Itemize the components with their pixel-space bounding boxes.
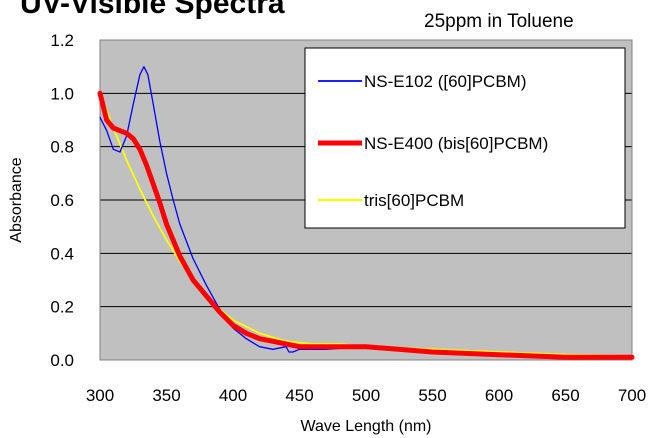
series-line-0 bbox=[99, 66, 633, 358]
legend: NS-E102 ([60]PCBM) NS-E400 (bis[60]PCBM) t… bbox=[304, 47, 626, 229]
y-axis-ticks: 0.0 0.2 0.4 0.6 0.8 1.0 1.2 bbox=[50, 31, 74, 370]
legend-label-0: NS-E102 ([60]PCBM) bbox=[364, 72, 527, 91]
x-tick-label: 300 bbox=[86, 386, 114, 405]
x-tick-label: 700 bbox=[618, 386, 646, 405]
x-axis-label: Wave Length (nm) bbox=[300, 418, 431, 435]
legend-label-1: NS-E400 (bis[60]PCBM) bbox=[364, 134, 548, 153]
x-tick-label: 500 bbox=[352, 386, 380, 405]
x-tick-label: 650 bbox=[551, 386, 579, 405]
x-axis-ticks: 300 350 400 450 500 550 600 650 700 bbox=[86, 386, 646, 405]
chart-subtitle: 25ppm in Toluene bbox=[424, 11, 574, 32]
y-tick-label: 0.2 bbox=[50, 298, 74, 317]
legend-label-2: tris[60]PCBM bbox=[364, 191, 464, 210]
y-tick-label: 1.0 bbox=[50, 84, 74, 103]
x-tick-label: 400 bbox=[219, 386, 247, 405]
y-tick-label: 0.4 bbox=[50, 244, 74, 263]
y-axis-label: Absorbance bbox=[8, 157, 25, 242]
series-line-1 bbox=[97, 90, 635, 360]
y-tick-label: 1.2 bbox=[50, 31, 74, 50]
x-tick-label: 550 bbox=[418, 386, 446, 405]
legend-box bbox=[304, 47, 626, 229]
y-tick-label: 0.8 bbox=[50, 138, 74, 157]
x-tick-label: 600 bbox=[485, 386, 513, 405]
plot-border bbox=[99, 39, 633, 361]
series-lines bbox=[97, 66, 635, 360]
chart-title: UV-Visible Spectra bbox=[20, 0, 285, 20]
x-tick-label: 450 bbox=[285, 386, 313, 405]
y-tick-label: 0.0 bbox=[50, 351, 74, 370]
y-tick-label: 0.6 bbox=[50, 191, 74, 210]
x-tick-label: 350 bbox=[152, 386, 180, 405]
